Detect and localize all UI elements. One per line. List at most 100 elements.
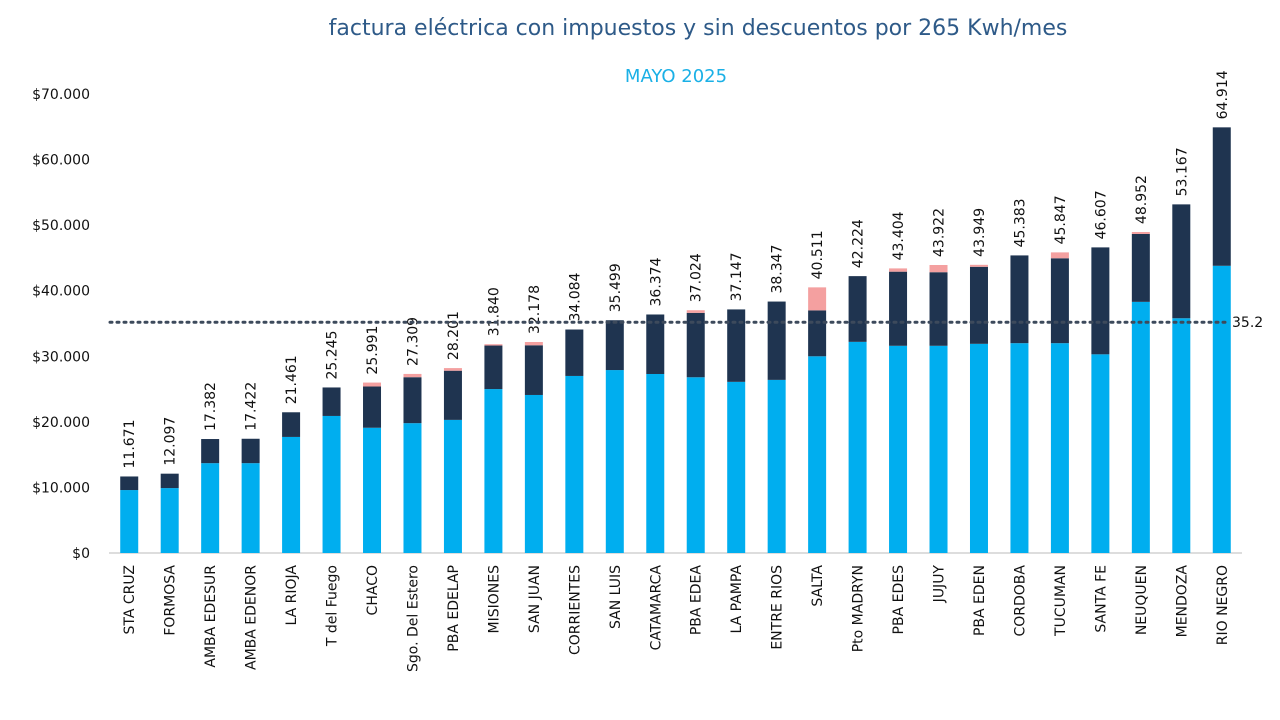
- y-tick-label: $30.000: [32, 349, 90, 365]
- total-label: 48.952: [1134, 175, 1150, 224]
- total-label: 31.840: [486, 287, 502, 336]
- total-label: 40.511: [810, 230, 826, 279]
- total-label: 27.309: [405, 317, 421, 366]
- chart-title: factura eléctrica con impuestos y sin de…: [329, 16, 1068, 41]
- bar-segment: [1172, 204, 1191, 319]
- bar-segment: [686, 377, 705, 553]
- bar-segment: [1172, 318, 1191, 553]
- total-label: 28.201: [446, 311, 462, 360]
- total-label: 35.499: [608, 263, 624, 312]
- bar-segment: [524, 345, 543, 395]
- total-label: 11.671: [122, 419, 138, 468]
- bar-segment: [1131, 301, 1150, 553]
- bar-segment: [727, 381, 746, 553]
- x-tick-label: SALTA: [810, 565, 826, 607]
- bar-segment: [929, 264, 948, 273]
- bar-segment: [686, 312, 705, 378]
- x-tick-label: Pto MADRYN: [851, 565, 867, 652]
- bar-segment: [484, 344, 503, 346]
- total-label: 37.147: [729, 252, 745, 301]
- bar-segment: [808, 356, 827, 553]
- bar-segment: [808, 287, 827, 311]
- x-tick-label: TUCUMAN: [1053, 565, 1069, 637]
- bar-segment: [1091, 354, 1110, 553]
- total-label: 32.178: [527, 285, 543, 334]
- bar-segment: [767, 301, 786, 380]
- bar-segment: [1010, 343, 1029, 553]
- bar-segment: [646, 373, 665, 553]
- bar-segment: [727, 309, 746, 382]
- x-tick-label: LA PAMPA: [729, 565, 745, 634]
- total-label: 37.024: [689, 253, 705, 302]
- x-tick-label: PBA EDEA: [689, 565, 705, 636]
- bar-segment: [929, 272, 948, 346]
- bar-segment: [443, 370, 462, 420]
- total-label: 25.991: [365, 326, 381, 375]
- x-tick-label: SANTA FE: [1093, 565, 1109, 633]
- x-tick-label: RIO NEGRO: [1215, 565, 1231, 645]
- y-tick-label: $10.000: [32, 480, 90, 496]
- y-tick-label: $50.000: [32, 218, 90, 234]
- bar-segment: [1131, 233, 1150, 302]
- bar-segment: [969, 343, 988, 553]
- x-tick-label: ENTRE RIOS: [770, 565, 786, 650]
- y-tick-label: $60.000: [32, 153, 90, 169]
- bar-segment: [1212, 127, 1231, 266]
- total-label: 25.245: [325, 330, 341, 379]
- bar-segment: [767, 379, 786, 553]
- bar-segment: [1050, 252, 1069, 259]
- y-tick-label: $70.000: [32, 87, 90, 103]
- total-label: 43.949: [972, 208, 988, 257]
- bar-segment: [889, 345, 908, 553]
- bar-segment: [1212, 265, 1231, 553]
- bar-segment: [969, 266, 988, 344]
- bar-segment: [201, 463, 220, 553]
- average-label: 35.2: [1232, 315, 1263, 331]
- total-label: 34.084: [567, 272, 583, 321]
- bar-segment: [241, 463, 260, 553]
- x-tick-label: SAN LUIS: [608, 565, 624, 629]
- chart-subtitle: MAYO 2025: [625, 66, 727, 87]
- bar-segment: [120, 476, 139, 491]
- bar-segment: [201, 439, 220, 464]
- bar-segment: [160, 488, 179, 553]
- bar-segment: [889, 268, 908, 272]
- y-tick-label: $20.000: [32, 415, 90, 431]
- x-tick-label: MENDOZA: [1174, 565, 1190, 638]
- x-tick-label: LA RIOJA: [284, 565, 300, 626]
- total-label: 45.847: [1053, 195, 1069, 244]
- bar-segment: [363, 427, 382, 553]
- bar-segment: [848, 276, 867, 342]
- x-tick-label: NEUQUEN: [1134, 565, 1150, 635]
- bar-segment: [524, 342, 543, 346]
- x-tick-label: PBA EDELAP: [446, 565, 462, 652]
- bar-segment: [322, 415, 341, 553]
- bar-segment: [322, 387, 341, 416]
- x-tick-label: CATAMARCA: [648, 565, 664, 651]
- x-tick-label: STA CRUZ: [122, 565, 138, 634]
- total-label: 45.383: [1012, 198, 1028, 247]
- total-label: 12.097: [163, 417, 179, 466]
- x-tick-label: PBA EDEN: [972, 565, 988, 636]
- x-tick-label: JUJUY: [932, 565, 948, 604]
- total-label: 17.382: [203, 382, 219, 431]
- bar-segment: [403, 377, 422, 424]
- bar-segment: [605, 370, 624, 553]
- x-tick-label: MISIONES: [486, 565, 502, 634]
- x-tick-label: CORRIENTES: [567, 565, 583, 655]
- bar-segment: [1091, 247, 1110, 355]
- x-tick-label: CHACO: [365, 565, 381, 615]
- bar-segment: [120, 490, 139, 553]
- y-tick-label: $40.000: [32, 284, 90, 300]
- x-tick-label: CORDOBA: [1012, 565, 1028, 637]
- bar-segment: [808, 310, 827, 357]
- bar-segment: [484, 389, 503, 553]
- bar-segment: [484, 345, 503, 390]
- bar-segment: [1131, 232, 1150, 234]
- bar-segment: [565, 329, 584, 376]
- x-tick-label: Sgo. Del Estero: [405, 565, 421, 672]
- bar-segment: [1050, 343, 1069, 553]
- bar-segment: [363, 386, 382, 428]
- bar-segment: [443, 419, 462, 553]
- y-tick-label: $0: [72, 546, 90, 562]
